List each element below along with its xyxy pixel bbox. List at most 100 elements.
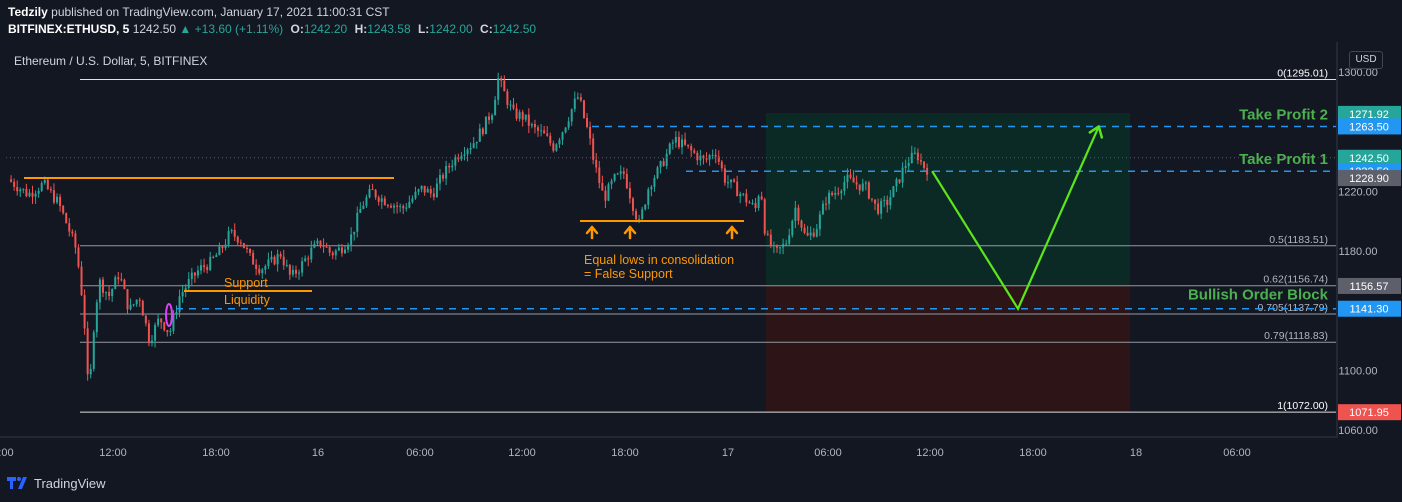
x-tick-label: 18:00 xyxy=(1019,447,1047,459)
candle-body xyxy=(230,230,233,232)
candle-body xyxy=(147,323,150,344)
price-axis[interactable] xyxy=(1337,0,1402,466)
x-tick-label: 17 xyxy=(722,447,734,459)
y-tick-label: 1300.00 xyxy=(1338,67,1378,79)
loss-zone[interactable] xyxy=(766,285,1130,413)
price-chart[interactable]: 0(1295.01) 0.5(1183.51) 0.62(1156.74) 0.705… xyxy=(0,0,1402,466)
candle-body xyxy=(693,150,696,153)
candle-body xyxy=(62,206,65,214)
candle-body xyxy=(613,174,616,181)
candle-body xyxy=(239,242,242,244)
candle-body xyxy=(16,186,19,192)
y-tick-label: 1100.00 xyxy=(1339,365,1378,377)
candle-body xyxy=(497,78,500,100)
candle-body xyxy=(582,100,585,118)
candle-body xyxy=(739,193,742,197)
candle-body xyxy=(273,256,276,265)
candle-body xyxy=(763,199,766,234)
order-block-label: Bullish Order Block xyxy=(1188,287,1329,304)
last-price: 1242.50 xyxy=(132,22,177,36)
candle-body xyxy=(460,155,463,160)
currency-button[interactable]: USD xyxy=(1349,51,1383,69)
candle-body xyxy=(469,147,472,150)
candle-body xyxy=(926,167,929,175)
profit-zone[interactable] xyxy=(766,113,1130,286)
candle-body xyxy=(405,207,408,209)
candle-body xyxy=(837,192,840,194)
candle-body xyxy=(779,247,782,249)
candle-body xyxy=(255,264,258,269)
candle-body xyxy=(432,193,435,198)
candle-body xyxy=(196,270,199,276)
candle-body xyxy=(723,168,726,183)
candle-body xyxy=(472,143,475,148)
candle-body xyxy=(448,165,451,168)
candle-body xyxy=(77,247,80,267)
candle-body xyxy=(319,240,322,246)
candle-body xyxy=(788,235,791,244)
candle-body xyxy=(399,206,402,208)
candle-body xyxy=(913,152,916,154)
candle-body xyxy=(576,97,579,99)
candle-body xyxy=(592,138,595,160)
candle-body xyxy=(595,159,598,168)
candle-body xyxy=(442,174,445,179)
candle-body xyxy=(904,166,907,168)
candle-body xyxy=(316,240,319,244)
price-tag-label: 1228.90 xyxy=(1349,173,1389,185)
candle-body xyxy=(638,218,641,220)
candle-body xyxy=(521,112,524,120)
up-arrow-icon xyxy=(623,225,637,240)
candle-body xyxy=(362,205,365,209)
candle-body xyxy=(117,277,120,280)
candle-body xyxy=(671,142,674,144)
close-value: 1242.50 xyxy=(492,22,537,36)
candle-body xyxy=(880,200,883,214)
candle-body xyxy=(178,296,181,313)
projection-path[interactable] xyxy=(931,126,1100,312)
candle-body xyxy=(359,208,362,213)
candle-body xyxy=(736,181,739,197)
candle-body xyxy=(665,153,668,166)
candle-body xyxy=(132,304,135,306)
candle-body xyxy=(530,124,533,126)
candle-body xyxy=(396,205,399,207)
candle-body xyxy=(68,223,71,232)
y-tick-label: 1060.00 xyxy=(1338,425,1378,437)
candle-body xyxy=(742,193,745,195)
candle-body xyxy=(368,189,371,198)
candle-body xyxy=(751,203,754,205)
candle-body xyxy=(702,155,705,159)
candle-body xyxy=(730,179,733,183)
tradingview-logo-icon[interactable] xyxy=(6,475,30,491)
candle-body xyxy=(270,256,273,260)
candle-body xyxy=(705,158,708,160)
up-arrow-icon xyxy=(585,225,599,240)
candle-body xyxy=(533,124,536,128)
candle-body xyxy=(279,254,282,257)
candle-body xyxy=(325,246,328,248)
candle-body xyxy=(659,161,662,168)
candle-body xyxy=(598,167,601,183)
candle-body xyxy=(589,126,592,139)
price-tag xyxy=(1338,300,1401,317)
annotation-support: Support xyxy=(224,276,268,290)
candle-body xyxy=(245,248,248,250)
candle-body xyxy=(635,210,638,220)
candle-body xyxy=(95,302,98,333)
candle-body xyxy=(782,244,785,248)
candle-body xyxy=(919,160,922,162)
price-tag xyxy=(1338,170,1401,187)
candle-body xyxy=(203,265,206,268)
candle-body xyxy=(506,91,509,105)
author-name[interactable]: Tedzily xyxy=(8,5,48,19)
candle-body xyxy=(25,188,28,197)
candle-body xyxy=(677,136,680,148)
sweep-ellipse[interactable] xyxy=(165,303,173,327)
candle-body xyxy=(794,207,797,221)
candle-body xyxy=(408,202,411,208)
candle-body xyxy=(83,295,86,329)
candle-body xyxy=(610,180,613,185)
tradingview-brand[interactable]: TradingView xyxy=(34,476,106,491)
candle-body xyxy=(328,247,331,253)
